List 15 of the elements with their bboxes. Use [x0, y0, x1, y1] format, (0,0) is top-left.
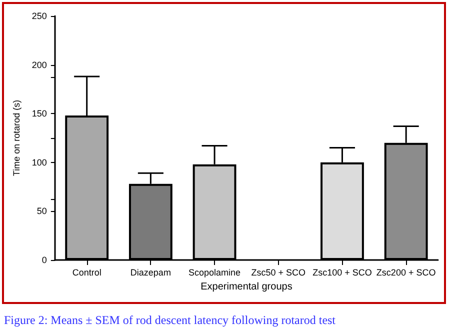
y-tick-label: 0	[42, 255, 47, 265]
x-tick-label: Zsc50 + SCO	[251, 268, 306, 278]
x-axis-title: Experimental groups	[200, 282, 292, 292]
y-tick-label: 250	[32, 11, 47, 21]
x-tick-label: Diazepam	[130, 268, 171, 278]
x-tick-label: Zsc200 + SCO	[376, 268, 436, 278]
y-tick-label: 50	[36, 206, 47, 216]
y-tick-label: 200	[32, 60, 47, 70]
x-tick-label: Control	[72, 268, 102, 278]
y-tick-label: 100	[32, 157, 47, 168]
y-tick-label: 150	[32, 108, 47, 119]
y-axis-title: Time on rotarod (s)	[12, 100, 22, 176]
x-tick-label: Scopolamine	[188, 268, 241, 278]
caption: Figure 2: Means ± SEM of rod descent latency following rotarod test	[4, 313, 336, 328]
x-tick-label: Zsc100 + SCO	[312, 268, 372, 278]
